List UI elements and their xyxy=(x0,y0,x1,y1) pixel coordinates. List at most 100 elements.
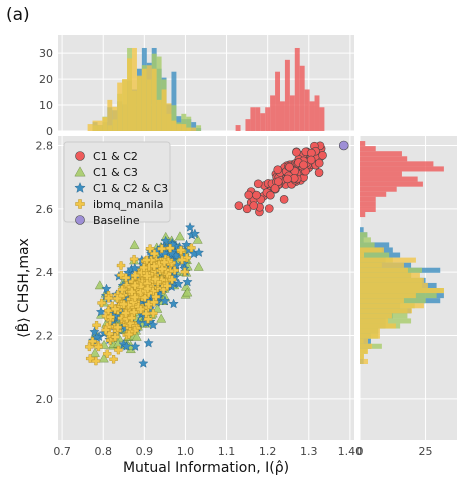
top-hist-bar-ibmq-manila xyxy=(156,99,162,131)
point-ibmq-manila xyxy=(116,261,126,270)
top-hist-bar-c1-c2 xyxy=(255,107,261,131)
point-ibmq-manila xyxy=(176,246,186,255)
point-c1-c2 xyxy=(244,190,254,200)
point-c1-c2 xyxy=(253,179,263,189)
right-hist-bar-ibmq-manila xyxy=(360,328,380,334)
top-hist-bar-c1-c3 xyxy=(196,125,202,131)
point-c1-c2-c3 xyxy=(173,278,184,289)
point-ibmq-manila xyxy=(119,300,128,309)
right-hist-bar-ibmq-manila xyxy=(360,338,368,344)
x-tick-label: 1.3 xyxy=(300,445,318,458)
x-tick-label: 1.0 xyxy=(177,445,195,458)
point-ibmq-manila xyxy=(113,323,122,332)
point-ibmq-manila xyxy=(88,337,97,346)
point-c1-c2 xyxy=(252,190,261,200)
right-hist-bar-c1-c3 xyxy=(360,252,390,258)
top-hist-bar-c1-c2 xyxy=(284,59,290,131)
point-c1-c2-c3 xyxy=(148,319,159,330)
point-ibmq-manila xyxy=(94,342,103,352)
point-ibmq-manila xyxy=(111,304,120,314)
top-hist-bar-ibmq-manila xyxy=(176,124,182,131)
right-hist-bar-ibmq-manila xyxy=(360,343,372,349)
point-ibmq-manila xyxy=(130,281,140,290)
point-c1-c2 xyxy=(285,162,294,172)
right-hist-bar-ibmq-manila xyxy=(360,252,364,258)
top-hist-bar-ibmq-manila xyxy=(112,106,118,131)
right-hist-bar-ibmq-manila xyxy=(360,323,396,329)
right-hist-bar-c1-c2 xyxy=(360,181,423,187)
right-hist-bar-c1-c2 xyxy=(360,151,402,157)
point-ibmq-manila xyxy=(149,309,158,318)
top-hist-bar-c1-c3 xyxy=(171,105,177,131)
point-ibmq-manila xyxy=(102,349,112,358)
point-ibmq-manila xyxy=(121,273,131,282)
legend-label: Baseline xyxy=(93,214,140,227)
right-hist-bar-ibmq-manila xyxy=(360,333,380,339)
right-hist-bar-c1-c2 xyxy=(360,161,434,167)
y-tick-label: 2.6 xyxy=(36,203,54,216)
point-c1-c2-c3 xyxy=(143,337,154,348)
point-c1-c2 xyxy=(273,177,283,186)
point-c1-c2-c3 xyxy=(101,283,112,294)
top-hist-bar-ibmq-manila xyxy=(151,68,157,131)
y-tick-label: 2.0 xyxy=(36,393,54,406)
right-hist-bar-ibmq-manila xyxy=(360,293,416,299)
top-hist-bar-ibmq-manila xyxy=(171,120,177,131)
y-tick-label: 2.2 xyxy=(36,330,54,343)
top-hist-bar-ibmq-manila xyxy=(127,58,132,132)
y-tick-label: 2.8 xyxy=(36,140,54,153)
y-axis-label: ⟨B̂⟩ CHSH,max xyxy=(15,238,32,338)
top-histogram: 0 10 20 30 xyxy=(39,35,354,138)
point-c1-c2-c3 xyxy=(168,298,179,309)
right-hist-bar-c1-c2 xyxy=(360,141,366,147)
right-hist-bar-c1-c2 xyxy=(360,146,376,152)
point-c1-c3 xyxy=(192,234,203,244)
right-hist-bar-c1-c2 xyxy=(360,206,376,212)
point-c1-c2-c3 xyxy=(182,276,193,287)
point-ibmq-manila xyxy=(117,285,127,294)
point-ibmq-manila xyxy=(150,262,159,271)
top-hist-bar-c1-c3 xyxy=(156,56,162,131)
point-c1-c2 xyxy=(314,158,324,168)
top-hist-bar-c1-c2 xyxy=(270,95,276,131)
point-ibmq-manila xyxy=(143,284,152,293)
right-hist-bar-c1-c2 xyxy=(360,212,366,218)
top-hist-bar-ibmq-manila xyxy=(141,68,147,131)
point-c1-c3 xyxy=(174,231,185,241)
point-c1-c2 xyxy=(264,204,274,213)
right-hist-bar-ibmq-manila xyxy=(360,353,364,359)
top-hist-bar-ibmq-manila xyxy=(107,99,113,131)
point-ibmq-manila xyxy=(142,271,152,281)
point-ibmq-manila xyxy=(121,309,130,318)
x-tick-label: 0.8 xyxy=(94,445,112,458)
point-ibmq-manila xyxy=(136,305,145,314)
x-axis-label: Mutual Information, I(ρ̂) xyxy=(123,460,289,476)
point-ibmq-manila xyxy=(111,332,120,342)
point-c1-c2-c3 xyxy=(185,222,196,232)
top-hist-y-tick: 20 xyxy=(39,73,53,86)
right-hist-bar-c1-c2 xyxy=(360,171,402,177)
top-hist-bar-ibmq-manila xyxy=(92,120,98,131)
point-c1-c2 xyxy=(299,160,308,170)
legend-marker-baseline xyxy=(75,215,85,225)
top-hist-bar-c1-c2 xyxy=(265,107,271,131)
top-hist-y-tick: 0 xyxy=(46,125,53,138)
point-ibmq-manila xyxy=(187,243,196,253)
top-hist-bar-c1-c2 xyxy=(250,107,256,131)
point-ibmq-manila xyxy=(129,308,139,317)
right-hist-bar-ibmq-manila xyxy=(360,318,388,324)
x-tick-label: 1.2 xyxy=(259,445,277,458)
top-hist-bar-c1-c2 xyxy=(275,71,280,131)
right-hist-bar-ibmq-manila xyxy=(360,247,384,253)
point-c1-c2-c3 xyxy=(160,235,171,246)
point-c1-c2 xyxy=(306,155,316,165)
legend-box xyxy=(63,141,171,223)
point-c1-c2-c3 xyxy=(193,247,204,257)
point-ibmq-manila xyxy=(127,313,136,323)
point-c1-c2 xyxy=(279,195,289,204)
right-histogram: 0 25 xyxy=(357,136,457,458)
top-hist-bar-ibmq-manila xyxy=(186,127,192,131)
point-c1-c2-c3 xyxy=(130,341,141,351)
right-hist-bar-ibmq-manila xyxy=(360,282,428,288)
point-c1-c2 xyxy=(318,151,327,160)
